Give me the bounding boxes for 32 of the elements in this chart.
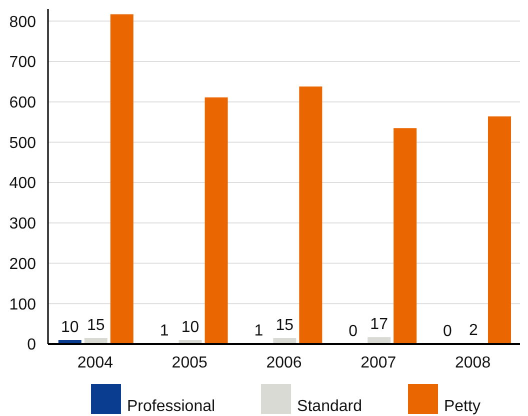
y-tick-label: 800 xyxy=(9,14,36,31)
y-tick-label: 500 xyxy=(9,134,36,152)
y-tick-label: 600 xyxy=(9,94,36,112)
legend-label: Petty xyxy=(444,398,480,416)
legend-label: Standard xyxy=(297,398,362,416)
data-label: 2 xyxy=(469,322,478,340)
bar xyxy=(110,14,134,344)
y-tick-label: 300 xyxy=(9,216,36,233)
data-label: 0 xyxy=(443,323,452,340)
y-tick-label: 700 xyxy=(9,54,36,72)
legend-label: Professional xyxy=(127,398,216,416)
x-tick-label: 2004 xyxy=(77,354,114,372)
data-label: 10 xyxy=(181,318,200,336)
data-label: 17 xyxy=(370,316,388,334)
x-tick-label: 2008 xyxy=(455,354,491,372)
bar xyxy=(299,86,322,344)
data-label: 15 xyxy=(86,316,105,334)
x-tick-label: 2007 xyxy=(360,354,396,372)
bar xyxy=(488,116,511,344)
x-tick-label: 2005 xyxy=(172,354,208,372)
x-tick-label: 2006 xyxy=(266,354,302,372)
y-tick-label: 200 xyxy=(9,256,36,273)
y-tick-label: 0 xyxy=(27,336,36,354)
data-label: 0 xyxy=(348,323,358,340)
y-tick-label: 100 xyxy=(9,296,36,314)
data-label: 15 xyxy=(276,316,294,334)
y-tick-label: 400 xyxy=(9,175,36,192)
data-label: 1 xyxy=(254,322,264,340)
data-label: 10 xyxy=(60,318,79,336)
data-label: 1 xyxy=(160,322,169,340)
bar xyxy=(204,97,228,344)
bar xyxy=(394,128,417,344)
